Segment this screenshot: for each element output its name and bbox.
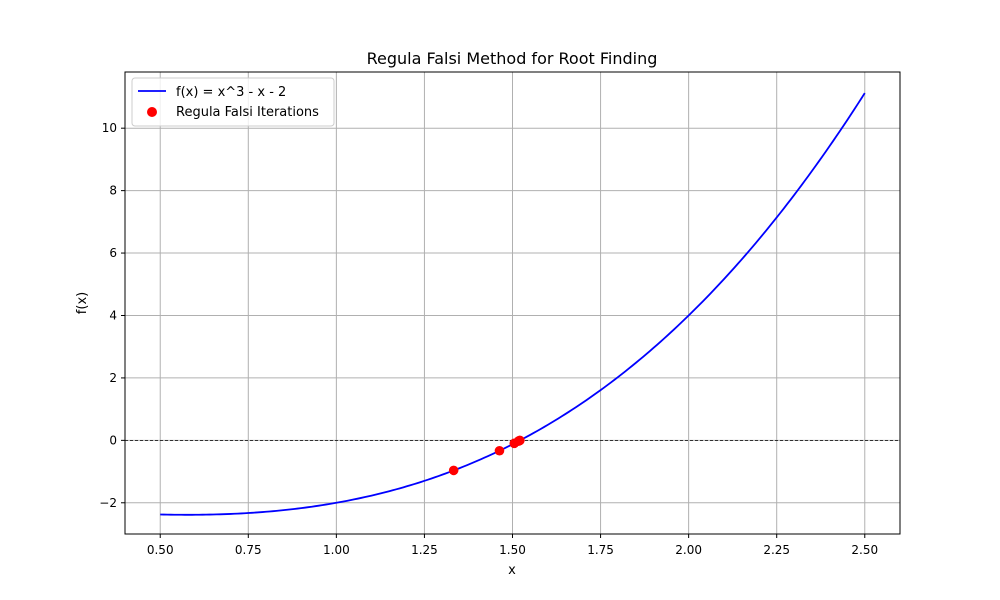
y-tick-label: 0 <box>109 433 117 447</box>
x-tick-label: 2.50 <box>851 543 878 557</box>
x-tick-label: 0.50 <box>147 543 174 557</box>
legend-entry-iterations: Regula Falsi Iterations <box>176 105 319 120</box>
iteration-point <box>515 435 525 446</box>
legend-marker-swatch <box>147 107 157 117</box>
axis-ticks: 0.50 0.75 1.00 1.25 1.50 1.75 2.00 2.25 2.50 −2 0 2… <box>99 121 878 557</box>
series-layer <box>160 92 866 516</box>
iteration-point <box>448 465 459 476</box>
legend: f(x) = x^3 - x - 2 Regula Falsi Iteratio… <box>131 77 335 127</box>
y-tick-label: 6 <box>109 246 117 260</box>
chart-title: Regula Falsi Method for Root Finding <box>367 49 658 68</box>
y-tick-label: −2 <box>99 496 117 510</box>
x-tick-label: 1.50 <box>499 543 526 557</box>
y-tick-label: 8 <box>109 184 117 198</box>
x-tick-label: 1.00 <box>323 543 350 557</box>
x-tick-label: 1.75 <box>587 543 614 557</box>
x-tick-label: 2.25 <box>763 543 790 557</box>
x-tick-label: 0.75 <box>235 543 262 557</box>
legend-entry-function: f(x) = x^3 - x - 2 <box>176 85 286 100</box>
iteration-point <box>494 445 505 456</box>
y-tick-label: 4 <box>109 308 117 322</box>
x-tick-label: 2.00 <box>675 543 702 557</box>
x-tick-label: 1.25 <box>411 543 438 557</box>
y-axis-label: f(x) <box>75 292 90 314</box>
x-axis-label: x <box>508 563 516 578</box>
y-tick-label: 2 <box>109 371 117 385</box>
y-tick-label: 10 <box>102 121 117 135</box>
legend-box <box>131 77 335 127</box>
